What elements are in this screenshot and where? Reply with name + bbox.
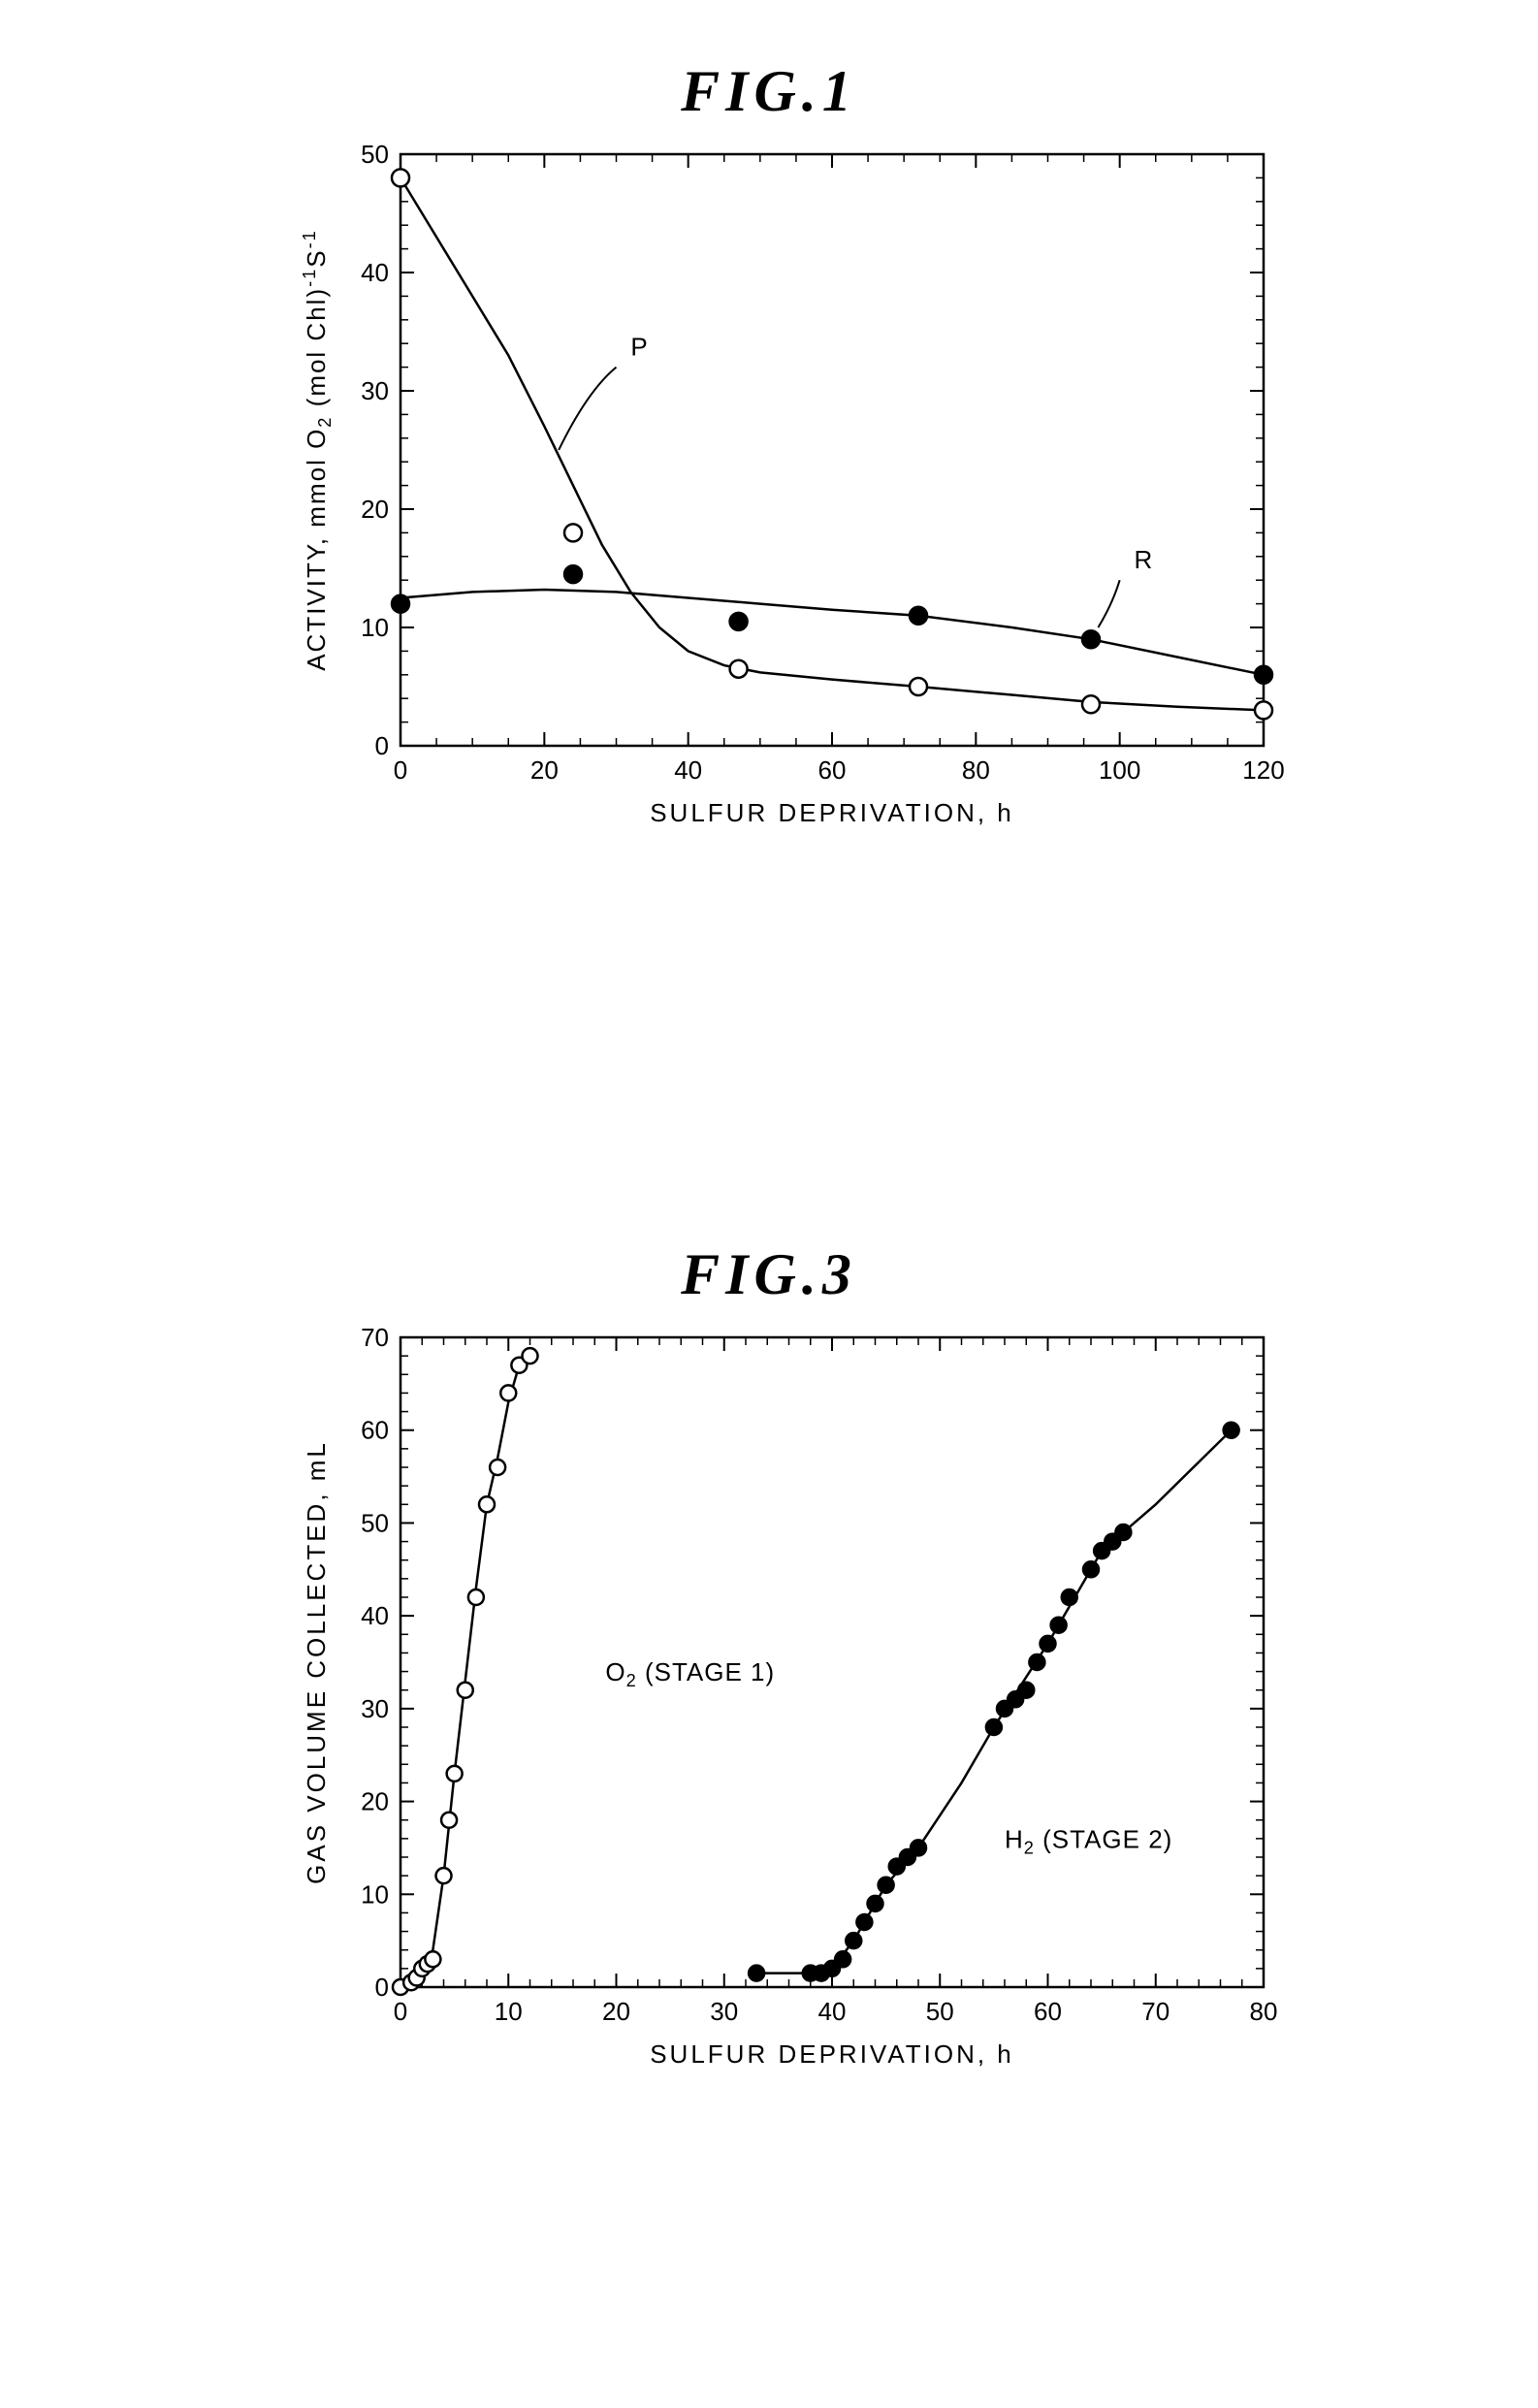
svg-text:70: 70 [1141,1997,1170,2026]
svg-text:SULFUR DEPRIVATION, h: SULFUR DEPRIVATION, h [650,2039,1014,2069]
svg-text:SULFUR DEPRIVATION, h: SULFUR DEPRIVATION, h [650,798,1014,827]
svg-text:80: 80 [962,755,990,785]
svg-text:80: 80 [1250,1997,1278,2026]
svg-text:50: 50 [926,1997,954,2026]
svg-text:20: 20 [530,755,559,785]
svg-text:40: 40 [674,755,702,785]
svg-text:0: 0 [375,731,389,760]
fig3-block: FIG.3 0 10 20 30 40 50 60 70 80 0 10 20 30 40 50 60 70 SU… [236,1241,1302,2108]
fig3-chart: 0 10 20 30 40 50 60 70 80 0 10 20 30 40 50 60 70 SULFUR D… [236,1308,1302,2103]
svg-text:50: 50 [361,140,389,169]
svg-text:O2 (STAGE 1): O2 (STAGE 1) [605,1657,775,1690]
svg-text:50: 50 [361,1508,389,1537]
fig3-title: FIG.3 [236,1241,1302,1308]
svg-text:20: 20 [361,1787,389,1816]
svg-text:60: 60 [1034,1997,1062,2026]
svg-text:40: 40 [818,1997,847,2026]
svg-text:10: 10 [361,613,389,642]
svg-text:0: 0 [375,1973,389,2002]
svg-text:10: 10 [361,1879,389,1909]
svg-text:70: 70 [361,1323,389,1352]
svg-text:0: 0 [394,1997,407,2026]
fig1-title: FIG.1 [236,58,1302,125]
svg-text:120: 120 [1242,755,1284,785]
svg-text:H2 (STAGE 2): H2 (STAGE 2) [1005,1824,1172,1857]
svg-text:30: 30 [361,376,389,405]
page: FIG.1 02040608010012001020304050SULFUR D… [0,0,1538,2408]
svg-text:60: 60 [818,755,847,785]
svg-text:0: 0 [394,755,407,785]
svg-text:20: 20 [602,1997,630,2026]
svg-text:R: R [1135,545,1154,574]
svg-text:P: P [630,332,648,361]
fig1-chart: 0 20 40 60 80 100 120 0 10 20 30 40 50 SULFUR DEPRIVA… [236,125,1302,862]
svg-text:20: 20 [361,495,389,524]
svg-text:10: 10 [495,1997,523,2026]
svg-text:100: 100 [1099,755,1140,785]
fig1-block: FIG.1 0 20 40 60 80 100 120 0 10 20 30 40 50 SULFUR D… [236,58,1302,867]
svg-text:40: 40 [361,1601,389,1630]
svg-text:30: 30 [361,1694,389,1723]
svg-text:30: 30 [710,1997,738,2026]
svg-text:ACTIVITY, mmol O2 (mol Chl)-1S: ACTIVITY, mmol O2 (mol Chl)-1S-1 [300,229,335,671]
svg-text:60: 60 [361,1416,389,1445]
svg-text:40: 40 [361,258,389,287]
svg-text:GAS VOLUME COLLECTED, mL: GAS VOLUME COLLECTED, mL [302,1440,331,1884]
